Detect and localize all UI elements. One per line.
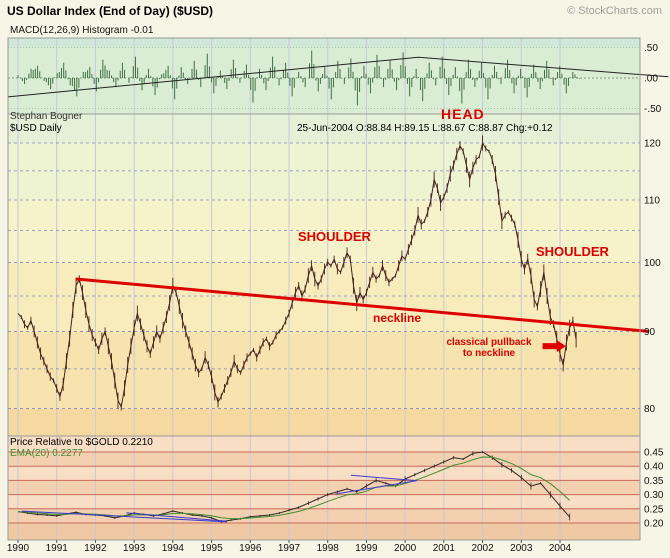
x-tick-label: 2000 bbox=[394, 543, 417, 554]
x-tick-label: 1997 bbox=[278, 543, 301, 554]
annotation-head: HEAD bbox=[441, 106, 485, 122]
chart-title: US Dollar Index (End of Day) ($USD) bbox=[7, 4, 214, 18]
gridlines bbox=[8, 38, 640, 540]
x-tick-label: 2004 bbox=[549, 543, 572, 554]
x-tick-label: 1993 bbox=[123, 543, 146, 554]
y-tick-label: 0.30 bbox=[644, 490, 664, 501]
x-tick-label: 2003 bbox=[510, 543, 533, 554]
price-series bbox=[17, 135, 577, 411]
annotation-pullback-line2: to neckline bbox=[462, 348, 516, 359]
y-tick-label: 80 bbox=[644, 404, 656, 415]
annotation-left-shoulder: SHOULDER bbox=[298, 229, 371, 244]
y-tick-label: 0.45 bbox=[644, 448, 664, 459]
annotation-pullback: classical pullback to neckline bbox=[436, 337, 542, 359]
annotation-neckline: neckline bbox=[373, 311, 422, 325]
annotation-pullback-line1: classical pullback bbox=[446, 337, 532, 348]
y-tick-label: .50 bbox=[644, 43, 658, 54]
ema-label: EMA(20) 0.2277 bbox=[10, 448, 83, 459]
author-watermark: Stephan Bogner bbox=[10, 111, 83, 122]
macd-histogram-series bbox=[7, 50, 669, 106]
x-tick-label: 1994 bbox=[162, 543, 185, 554]
x-tick-label: 2002 bbox=[471, 543, 494, 554]
panel-borders bbox=[7, 37, 641, 541]
x-tick-label: 2001 bbox=[433, 543, 456, 554]
x-tick-label: 1998 bbox=[317, 543, 340, 554]
y-tick-label: .00 bbox=[644, 74, 658, 85]
x-tick-label: 1990 bbox=[7, 543, 30, 554]
gold-relative-series bbox=[17, 451, 571, 524]
y-tick-label: -.50 bbox=[644, 104, 662, 115]
x-tick-label: 1991 bbox=[46, 543, 69, 554]
annotation-lines bbox=[75, 277, 650, 353]
gold-relative-label: Price Relative to $GOLD 0.2210 bbox=[10, 437, 153, 448]
x-tick-label: 1992 bbox=[84, 543, 107, 554]
axis-labels: .50 .00 -.50 120 110 100 90 80 0.45 0.40 0.35 0.30 0… bbox=[7, 43, 664, 554]
annotation-right-shoulder: SHOULDER bbox=[536, 244, 609, 259]
y-tick-label: 0.35 bbox=[644, 476, 664, 487]
x-tick-label: 1999 bbox=[355, 543, 378, 554]
symbol-label: $USD Daily bbox=[10, 123, 62, 134]
y-tick-label: 110 bbox=[644, 195, 660, 206]
copyright-notice: © StockCharts.com bbox=[567, 5, 662, 17]
background-bands bbox=[8, 38, 640, 540]
x-tick-label: 1996 bbox=[239, 543, 262, 554]
y-tick-label: 0.20 bbox=[644, 519, 664, 530]
y-tick-label: 0.25 bbox=[644, 504, 664, 515]
x-tick-label: 1995 bbox=[200, 543, 223, 554]
y-tick-label: 120 bbox=[644, 139, 661, 150]
macd-indicator-label: MACD(12,26,9) Histogram -0.01 bbox=[10, 25, 154, 36]
quote-line: 25-Jun-2004 O:88.84 H:89.15 L:88.67 C:88… bbox=[297, 123, 553, 134]
y-tick-label: 0.40 bbox=[644, 462, 664, 473]
y-tick-label: 100 bbox=[644, 258, 661, 269]
y-tick-label: 90 bbox=[644, 327, 656, 338]
